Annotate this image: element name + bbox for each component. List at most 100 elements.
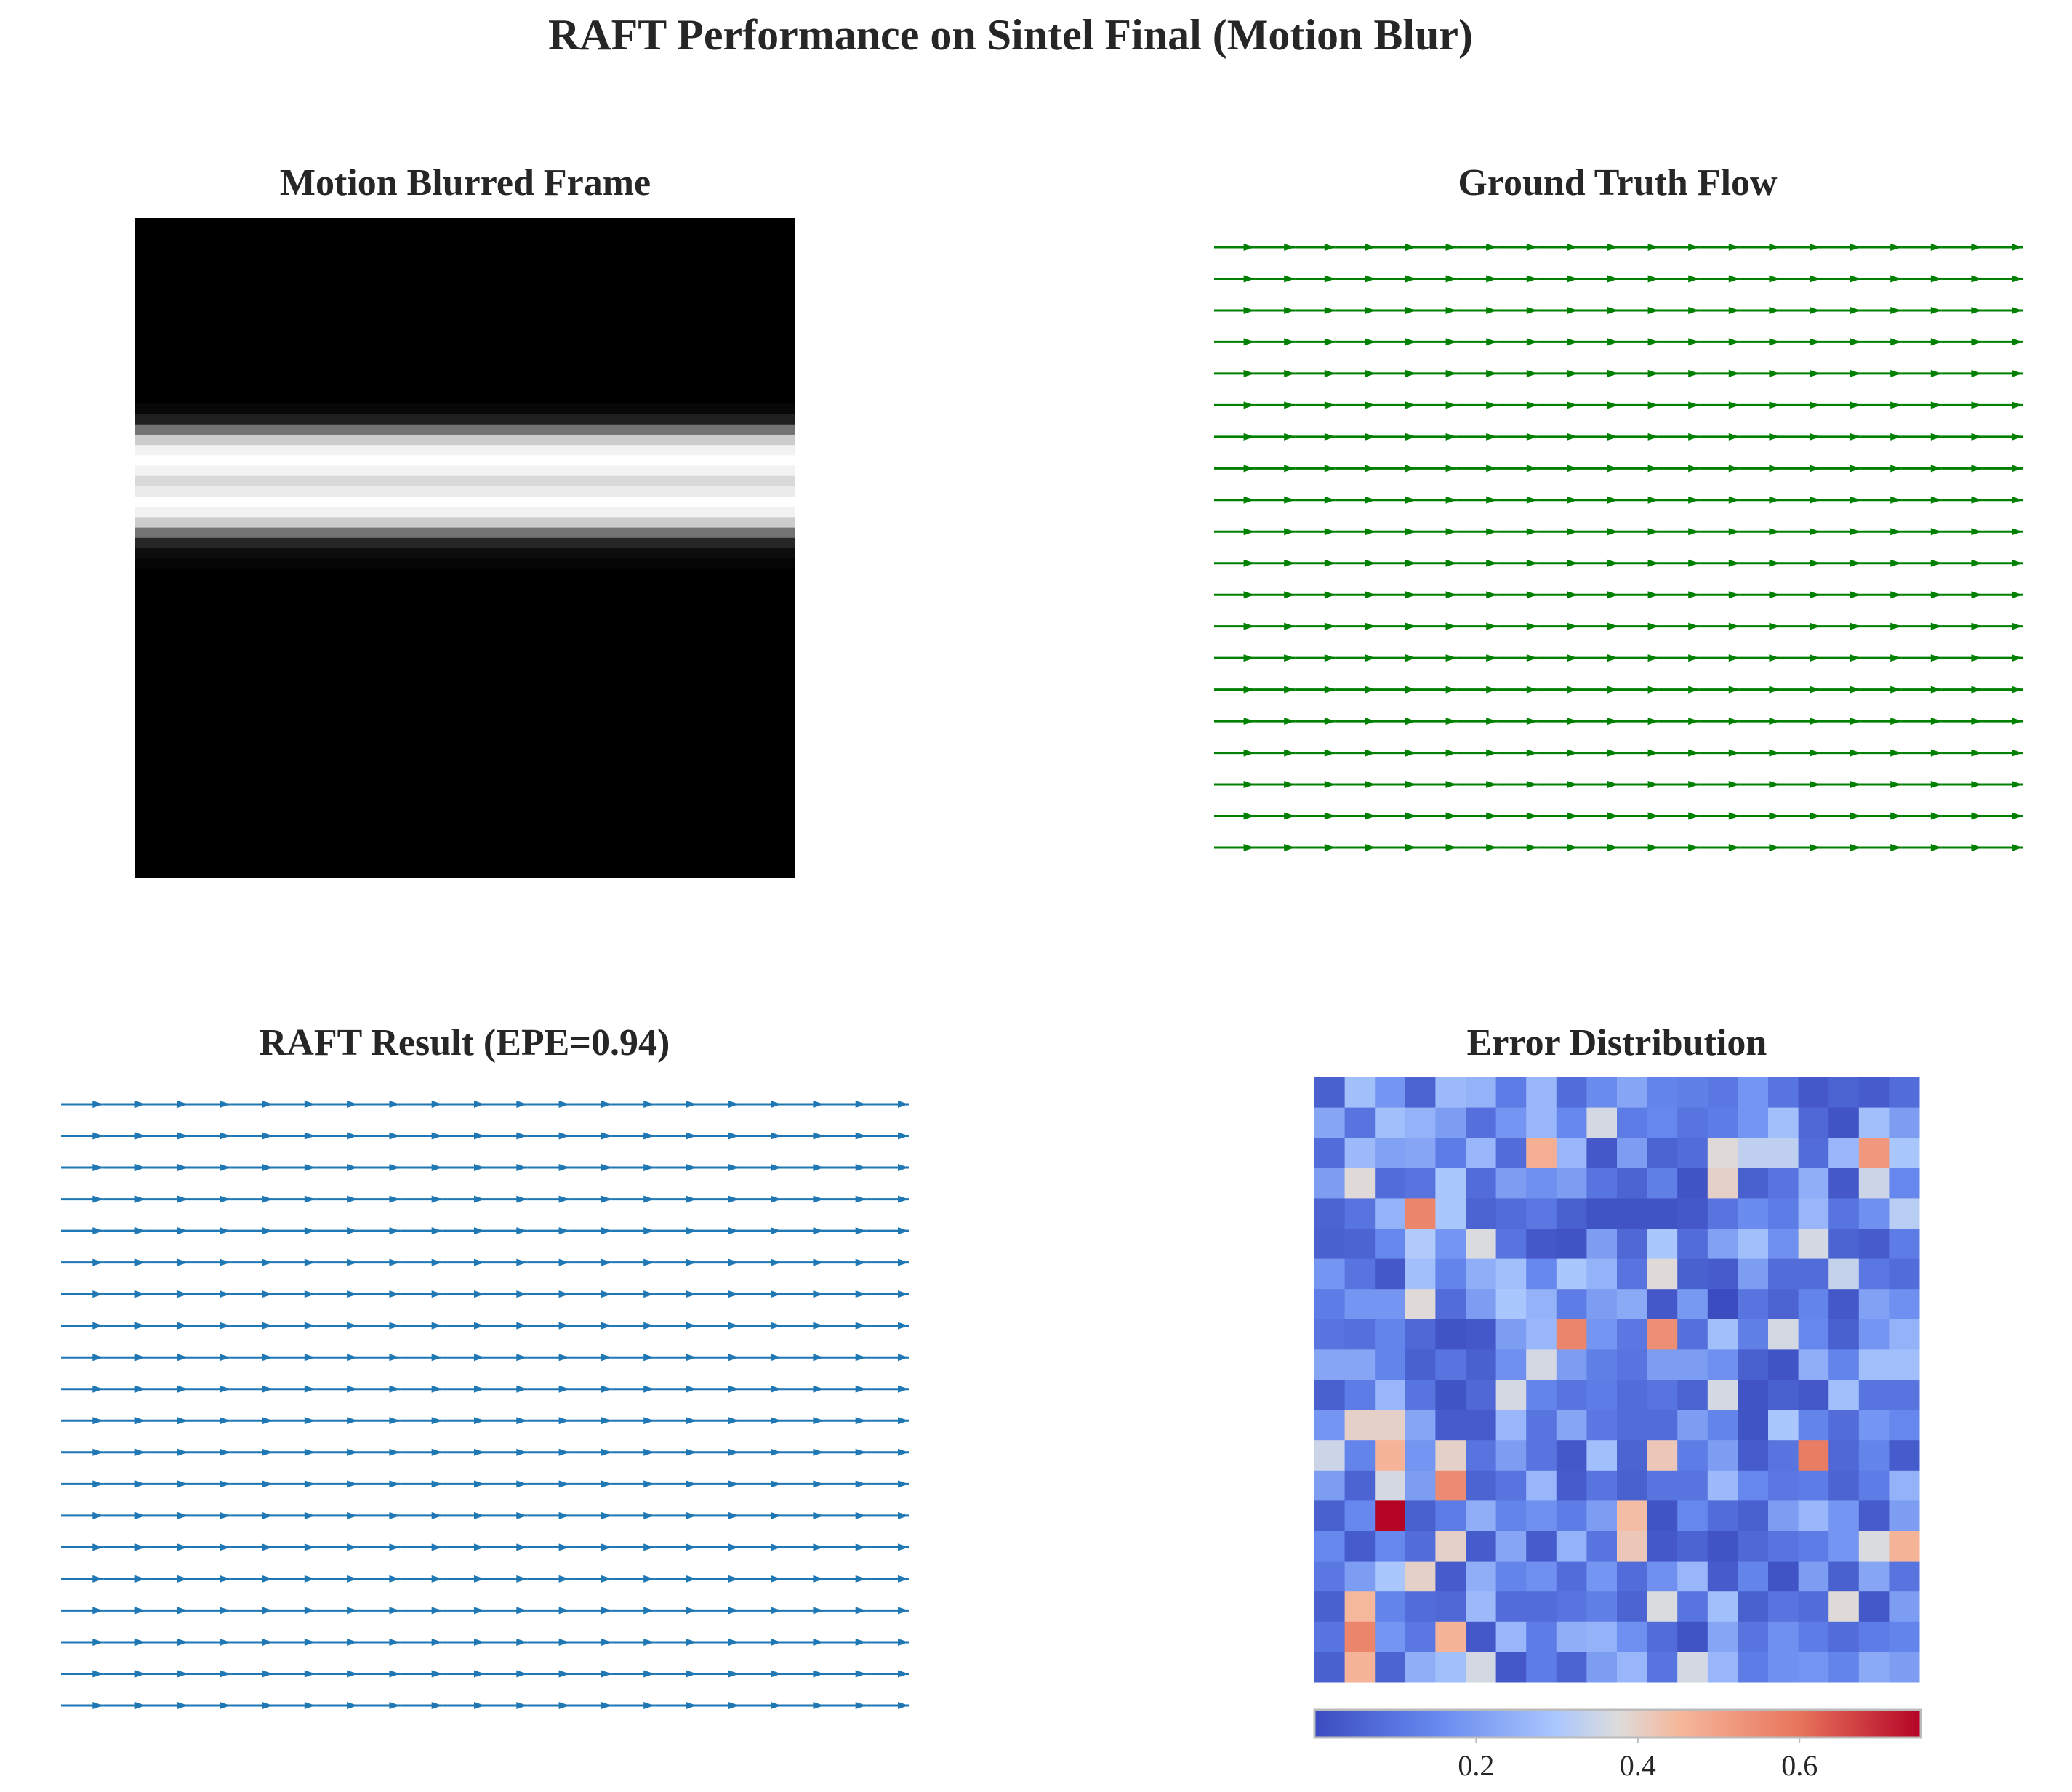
flow-arrow-head <box>1688 654 1700 662</box>
flow-arrow-head <box>1365 244 1376 251</box>
error-cell <box>1677 1500 1708 1532</box>
flow-arrow-head <box>898 1290 909 1298</box>
flow-arrow-head <box>2012 306 2023 314</box>
error-cell <box>1405 1470 1436 1501</box>
error-cell <box>1556 1621 1587 1652</box>
error-cell <box>1647 1168 1678 1199</box>
flow-arrow-head <box>1324 401 1336 409</box>
flow-arrow-head <box>728 1164 739 1172</box>
error-cell <box>1617 1380 1648 1411</box>
flow-arrow-head <box>771 1132 782 1140</box>
flow-arrow-head <box>1405 338 1416 346</box>
error-cell <box>1889 1289 1920 1320</box>
flow-arrow-head <box>728 1543 739 1551</box>
flow-arrow-head <box>92 1511 104 1519</box>
flow-arrow-head <box>134 1702 146 1709</box>
error-cell <box>1314 1077 1346 1109</box>
flow-arrow-head <box>686 1607 697 1615</box>
flow-arrow-head <box>1930 812 1942 820</box>
error-cell <box>1858 1591 1890 1623</box>
error-cell <box>1617 1077 1648 1109</box>
error-cell <box>1405 1229 1436 1260</box>
error-cell <box>1677 1621 1708 1652</box>
flow-arrow-head <box>855 1322 867 1330</box>
flow-arrow-head <box>771 1511 782 1519</box>
flow-arrow-head <box>643 1322 655 1330</box>
flow-arrow-head <box>813 1258 824 1266</box>
error-cell <box>1466 1470 1497 1501</box>
error-cell <box>1375 1531 1406 1562</box>
flow-arrow-head <box>1284 528 1296 536</box>
panel-title-blurred-frame: Motion Blurred Frame <box>279 162 651 204</box>
error-cell <box>1405 1349 1436 1381</box>
error-cell <box>1768 1198 1799 1229</box>
flow-arrow-head <box>1890 275 1902 283</box>
error-cell <box>1405 1591 1436 1623</box>
flow-arrow-head <box>728 1448 739 1456</box>
error-cell <box>1586 1500 1618 1532</box>
flow-arrow-head <box>813 1543 824 1551</box>
flow-arrow-head <box>1688 844 1700 851</box>
flow-arrow-head <box>134 1417 146 1425</box>
flow-arrow-head <box>1243 844 1255 851</box>
flow-arrow-head <box>1243 559 1255 567</box>
error-cell <box>1738 1531 1769 1562</box>
flow-arrow-head <box>134 1480 146 1488</box>
flow-arrow-head <box>262 1385 273 1393</box>
error-cell <box>1858 1470 1890 1501</box>
flow-arrow-head <box>1526 401 1538 409</box>
error-cell <box>1617 1229 1648 1260</box>
error-cell <box>1435 1440 1466 1471</box>
flow-arrow-head <box>1526 749 1538 757</box>
flow-arrow-head <box>177 1480 188 1488</box>
flow-arrow-head <box>516 1227 528 1235</box>
error-cell <box>1435 1198 1466 1229</box>
flow-arrow-head <box>1284 244 1296 251</box>
flow-arrow-head <box>92 1670 104 1678</box>
error-cell <box>1858 1440 1890 1471</box>
error-cell <box>1405 1380 1436 1411</box>
flow-arrow-head <box>855 1290 867 1298</box>
error-cell <box>1647 1531 1678 1562</box>
flow-arrow-head <box>1365 718 1376 726</box>
flow-arrow-head <box>92 1195 104 1203</box>
error-cell <box>1495 1470 1527 1501</box>
flow-arrow-head <box>1607 465 1618 473</box>
error-cell <box>1495 1591 1527 1623</box>
error-cell <box>1768 1229 1799 1260</box>
error-cell <box>1466 1500 1497 1532</box>
error-cell <box>1677 1531 1708 1562</box>
error-cell <box>1375 1652 1406 1683</box>
flow-arrow-head <box>1930 496 1942 504</box>
flow-arrow-head <box>347 1448 358 1456</box>
frame-pixel-row <box>135 548 795 559</box>
flow-arrow-head <box>1728 306 1740 314</box>
flow-arrow-head <box>1365 275 1376 283</box>
flow-arrow-head <box>1284 306 1296 314</box>
figure-title: RAFT Performance on Sintel Final (Motion… <box>547 11 1474 59</box>
error-cell <box>1314 1258 1346 1290</box>
flow-arrow-head <box>1324 718 1336 726</box>
flow-arrow-head <box>1567 718 1578 726</box>
error-cell <box>1526 1591 1557 1623</box>
flow-arrow-head <box>431 1448 443 1456</box>
flow-arrow-head <box>1607 591 1618 599</box>
flow-arrow-head <box>516 1575 528 1583</box>
flow-arrow-head <box>177 1354 188 1362</box>
error-cell <box>1466 1168 1497 1199</box>
error-cell <box>1556 1198 1587 1229</box>
flow-arrow-head <box>92 1480 104 1488</box>
flow-arrow-head <box>347 1354 358 1362</box>
flow-arrow-head <box>516 1290 528 1298</box>
flow-arrow-head <box>728 1322 739 1330</box>
flow-arrow-head <box>1890 622 1902 630</box>
flow-arrow-head <box>898 1511 909 1519</box>
flow-arrow-head <box>1526 654 1538 662</box>
flow-arrow-head <box>516 1322 528 1330</box>
error-cell <box>1466 1077 1497 1109</box>
flow-arrow-head <box>1971 465 1983 473</box>
flow-arrow-head <box>855 1511 867 1519</box>
flow-arrow-head <box>1728 622 1740 630</box>
flow-arrow-head <box>728 1480 739 1488</box>
flow-arrow-head <box>1486 749 1498 757</box>
